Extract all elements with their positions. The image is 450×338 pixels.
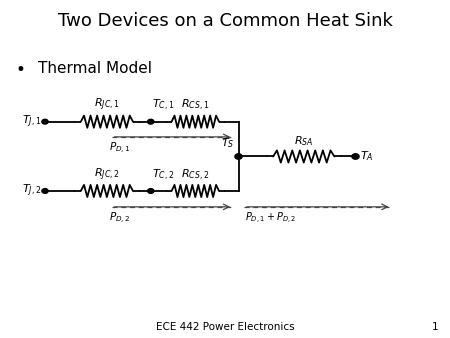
Circle shape [352,154,359,159]
Circle shape [42,119,48,124]
Text: Thermal Model: Thermal Model [38,61,152,76]
Text: $R_{CS,1}$: $R_{CS,1}$ [181,98,209,113]
Text: $T_{C,2}$: $T_{C,2}$ [152,167,175,183]
Text: $T_S$: $T_S$ [221,136,235,150]
Circle shape [148,119,154,124]
Text: ECE 442 Power Electronics: ECE 442 Power Electronics [156,322,294,332]
Text: $P_{D,2}$: $P_{D,2}$ [109,211,131,226]
Text: $T_{J,2}$: $T_{J,2}$ [22,183,41,199]
Text: $T_{C,1}$: $T_{C,1}$ [152,98,175,113]
Text: $P_{D,1}$: $P_{D,1}$ [109,141,131,156]
Text: •: • [16,61,26,79]
Circle shape [42,189,48,193]
Text: $R_{SA}$: $R_{SA}$ [294,134,314,148]
Circle shape [235,154,242,159]
Text: $T_A$: $T_A$ [360,150,373,163]
Text: $R_{JC,2}$: $R_{JC,2}$ [94,166,120,183]
Text: $R_{CS,2}$: $R_{CS,2}$ [181,167,209,183]
Circle shape [148,189,154,193]
Text: Two Devices on a Common Heat Sink: Two Devices on a Common Heat Sink [58,12,392,30]
Text: $P_{D,1}+P_{D,2}$: $P_{D,1}+P_{D,2}$ [245,211,296,226]
Text: $T_{J,1}$: $T_{J,1}$ [22,114,41,130]
Text: $R_{JC,1}$: $R_{JC,1}$ [94,97,120,113]
Text: 1: 1 [432,322,439,332]
